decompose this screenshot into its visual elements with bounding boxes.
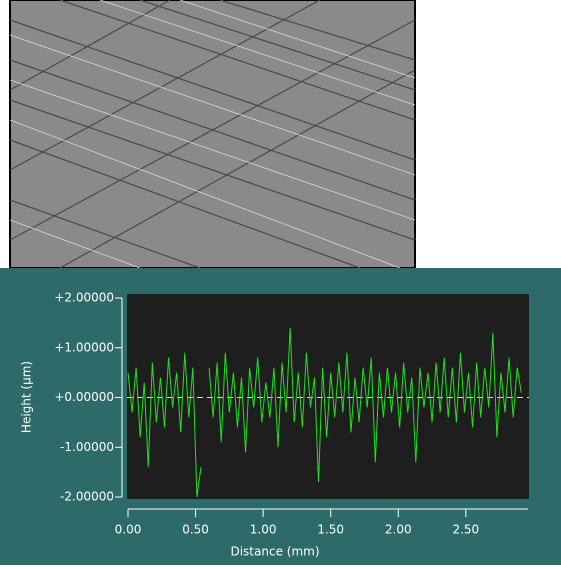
sem-image (9, 0, 416, 269)
x-tick-label: 0.00 (115, 523, 142, 537)
x-tick-label: 1.00 (250, 523, 277, 537)
x-axis-label: Distance (mm) (230, 545, 319, 559)
y-axis-label: Height (µm) (20, 361, 34, 433)
y-tick-label: -2.00000 (60, 490, 114, 504)
x-tick-label: 1.50 (317, 523, 344, 537)
x-tick-label: 2.00 (385, 523, 412, 537)
y-tick-label: +2.00000 (54, 291, 114, 305)
data-line (127, 327, 522, 498)
highlights (9, 0, 416, 269)
x-tick-label: 0.50 (182, 523, 209, 537)
x-tick-label: 2.50 (452, 523, 479, 537)
y-tick-label: -1.00000 (60, 440, 114, 454)
scratches (9, 0, 416, 269)
y-tick-label: +1.00000 (54, 340, 114, 354)
y-tick-label: +0.00000 (54, 390, 114, 404)
image-frame (9, 0, 416, 269)
